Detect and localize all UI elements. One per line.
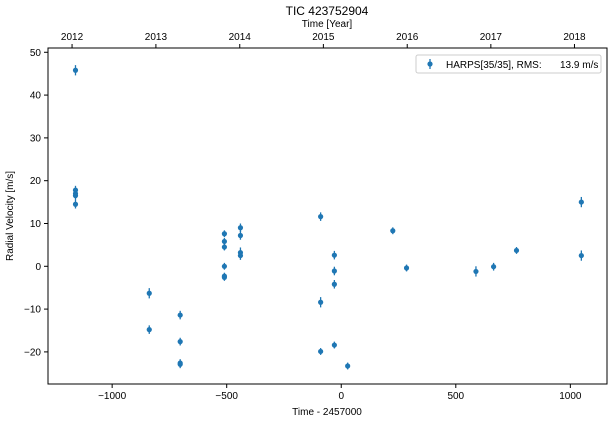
marker <box>345 363 351 369</box>
data-point <box>237 231 244 240</box>
top-tick-label: 2018 <box>563 32 586 43</box>
top-tick-label: 2013 <box>145 32 168 43</box>
data-point <box>390 227 396 235</box>
y-tick-label: −10 <box>24 305 41 316</box>
y-tick-label: 20 <box>30 176 42 187</box>
x-axis: −1000 −500 0 500 1000 <box>98 384 582 402</box>
y-tick-label: 10 <box>30 219 42 230</box>
data-point <box>331 341 337 349</box>
top-axis: 2012 2013 2014 2015 2016 2017 2018 <box>61 32 586 48</box>
marker <box>221 244 228 250</box>
data-point <box>177 360 183 369</box>
y-axis-title: Radial Velocity [m/s] <box>5 171 16 261</box>
data-point <box>146 288 152 299</box>
data-point <box>72 199 79 209</box>
marker <box>177 361 183 367</box>
y-tick-label: −20 <box>24 347 41 358</box>
data-point <box>403 264 410 272</box>
marker <box>490 264 497 270</box>
data-point <box>72 65 79 76</box>
data-point <box>345 362 351 370</box>
x-tick-label: −500 <box>215 391 238 402</box>
data-point <box>221 262 228 270</box>
marker <box>221 238 228 245</box>
data-point <box>331 279 337 289</box>
marker <box>578 199 584 205</box>
data-point <box>331 266 337 276</box>
marker <box>318 348 324 355</box>
data-point <box>331 250 337 260</box>
data-point <box>513 247 520 254</box>
data-point <box>578 196 584 208</box>
y-tick-label: 50 <box>30 48 42 59</box>
marker <box>237 225 244 231</box>
marker <box>331 281 337 287</box>
marker <box>403 265 410 271</box>
data-point <box>578 250 584 261</box>
legend-box <box>415 54 602 74</box>
data-point <box>177 310 183 320</box>
marker <box>221 274 228 281</box>
x-tick-label: 0 <box>338 391 344 402</box>
legend-label: HARPS[35/35], RMS: <box>446 60 542 71</box>
top-tick-label: 2014 <box>229 32 252 43</box>
y-tick-label: 40 <box>30 91 42 102</box>
marker <box>177 339 183 345</box>
marker <box>72 67 79 73</box>
legend-marker-icon <box>427 59 433 69</box>
y-tick-label: 30 <box>30 133 42 144</box>
marker <box>318 214 324 220</box>
marker <box>146 290 152 296</box>
data-point <box>72 191 79 200</box>
top-axis-title: Time [Year] <box>302 19 353 30</box>
marker <box>473 268 479 275</box>
data-point <box>490 262 497 271</box>
marker <box>318 299 324 305</box>
data-points <box>72 65 584 370</box>
data-point <box>318 297 324 308</box>
top-tick-label: 2016 <box>396 32 419 43</box>
x-tick-label: 1000 <box>559 391 582 402</box>
top-tick-label: 2012 <box>61 32 84 43</box>
plot-area <box>47 47 608 385</box>
data-point <box>177 337 183 346</box>
marker <box>237 252 244 259</box>
data-point <box>146 325 152 334</box>
marker <box>221 263 228 269</box>
y-axis: −20 −10 0 10 20 30 40 50 <box>24 48 48 358</box>
marker <box>390 228 396 234</box>
data-point <box>318 348 324 355</box>
legend: HARPS[35/35], RMS: 13.9 m/s <box>415 54 602 74</box>
x-axis-title: Time - 2457000 <box>292 407 362 418</box>
data-point <box>318 212 324 221</box>
data-point <box>221 230 228 238</box>
marker <box>72 201 79 207</box>
data-point <box>473 266 479 277</box>
marker <box>72 193 79 199</box>
x-tick-label: 500 <box>447 391 464 402</box>
top-tick-label: 2015 <box>312 32 335 43</box>
marker <box>513 247 520 254</box>
marker <box>177 312 183 318</box>
marker <box>146 327 152 333</box>
data-point <box>221 273 228 281</box>
marker <box>578 252 584 259</box>
marker <box>331 268 337 274</box>
marker <box>331 342 337 348</box>
chart-title: TIC 423752904 <box>286 4 369 18</box>
y-tick-label: 0 <box>35 262 41 273</box>
legend-rms: 13.9 m/s <box>560 60 598 71</box>
data-point <box>221 243 228 251</box>
marker <box>331 252 337 258</box>
marker <box>221 231 228 237</box>
data-point <box>237 223 244 233</box>
top-tick-label: 2017 <box>480 32 503 43</box>
x-tick-label: −1000 <box>98 391 127 402</box>
data-point <box>237 251 244 260</box>
marker <box>237 232 244 239</box>
